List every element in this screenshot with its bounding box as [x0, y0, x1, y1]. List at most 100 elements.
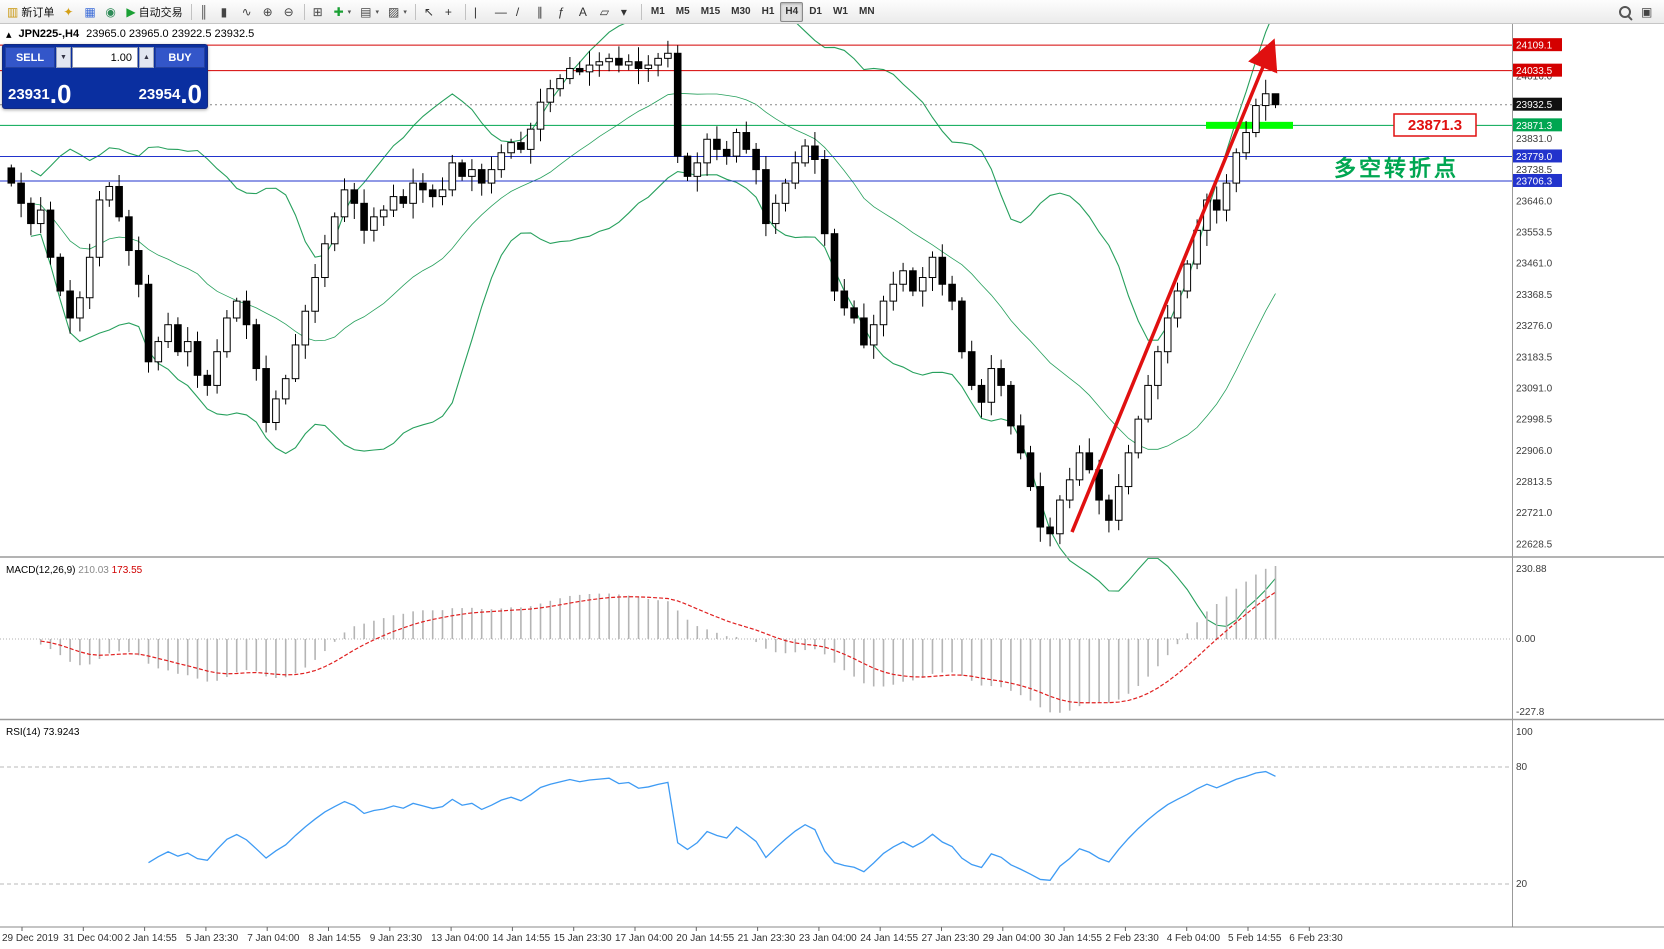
svg-text:29 Dec 2019: 29 Dec 2019 [2, 933, 59, 944]
horizontal-line-button[interactable]: — [491, 2, 511, 22]
svg-text:6 Feb 23:30: 6 Feb 23:30 [1289, 933, 1343, 944]
svg-text:23831.0: 23831.0 [1516, 134, 1553, 145]
trend-arrow[interactable] [1070, 38, 1278, 533]
market-watch-button[interactable]: ▦ [80, 2, 100, 22]
tf-h4-button[interactable]: H4 [780, 1, 804, 22]
sell-price[interactable]: 23931 .0 [8, 81, 71, 107]
objects-more-button[interactable]: ▾ [617, 2, 637, 22]
svg-text:23553.5: 23553.5 [1516, 227, 1553, 238]
cursor-icon: ↖ [423, 4, 434, 19]
buy-price[interactable]: 23954 .0 [139, 78, 202, 109]
time-axis[interactable]: 29 Dec 2019 31 Dec 04:00 2 Jan 14:55 5 Jan … [0, 926, 1664, 944]
new-chart-button[interactable]: ✚ ▾ [330, 2, 356, 22]
chart-line-icon: ∿ [241, 4, 252, 19]
trendline-button[interactable]: / [512, 2, 532, 22]
zoom-in-button[interactable]: ⊕ [259, 2, 279, 22]
indicators-button[interactable]: ✦ [59, 2, 79, 22]
svg-text:22721.0: 22721.0 [1516, 508, 1553, 519]
tf-d1-button[interactable]: D1 [804, 2, 827, 22]
tf-m5-button[interactable]: M5 [671, 2, 695, 22]
indicators-icon: ✦ [63, 4, 74, 19]
svg-text:23091.0: 23091.0 [1516, 383, 1553, 394]
toolbar-separator [464, 3, 466, 20]
price-callout[interactable]: 23871.3 [1393, 113, 1477, 137]
svg-text:23461.0: 23461.0 [1516, 259, 1553, 270]
profiles-button[interactable]: ▤ ▾ [356, 2, 383, 22]
volume-up-button[interactable]: ▲ [139, 47, 154, 68]
svg-text:30 Jan 14:55: 30 Jan 14:55 [1044, 933, 1102, 944]
zoom-in-icon: ⊕ [262, 4, 273, 19]
new-chart-icon: ✚ [333, 4, 344, 19]
chart-bars-button[interactable]: ║ [196, 2, 216, 22]
support-highlight-segment[interactable] [1206, 121, 1293, 129]
new-order-label: 新订单 [21, 6, 55, 19]
svg-text:230.88: 230.88 [1516, 564, 1547, 575]
tf-h1-button[interactable]: H1 [757, 2, 780, 22]
cursor-button[interactable]: ↖ [420, 2, 440, 22]
chart-candles-icon: ▮ [220, 4, 228, 19]
tf-m15-button[interactable]: M15 [696, 2, 725, 22]
svg-text:5 Jan 23:30: 5 Jan 23:30 [186, 933, 239, 944]
zoom-out-button[interactable]: ⊖ [280, 2, 300, 22]
svg-text:23 Jan 04:00: 23 Jan 04:00 [799, 933, 857, 944]
text-button[interactable]: A [575, 2, 595, 22]
chart-windows-icon: ▣ [1641, 4, 1653, 19]
toolbar-separator [640, 3, 642, 20]
volume-input[interactable]: 1.00 [72, 47, 138, 68]
strategy-tester-icon: ◉ [105, 4, 116, 19]
svg-text:23183.5: 23183.5 [1516, 352, 1553, 363]
svg-text:20 Jan 14:55: 20 Jan 14:55 [676, 933, 734, 944]
tile-windows-button[interactable]: ⊞ [309, 2, 329, 22]
toolbar-left-group: ▥ 新订单 ✦ ▦ ◉ ▶ 自动交易 ║ ▮ ∿ ⊕ ⊖ ⊞ ✚ ▾ ▤ ▾ ▨ ▾ ↖ + | — / ∥ ƒ A ▱ ▾ M1 M5 M1… [3, 1, 880, 22]
svg-text:22813.5: 22813.5 [1516, 477, 1553, 488]
svg-text:21 Jan 23:30: 21 Jan 23:30 [738, 933, 796, 944]
svg-text:8 Jan 14:55: 8 Jan 14:55 [309, 933, 362, 944]
search-button[interactable] [1615, 2, 1635, 22]
buy-price-dec: .0 [180, 78, 202, 109]
chart-candles-button[interactable]: ▮ [217, 2, 237, 22]
svg-text:9 Jan 23:30: 9 Jan 23:30 [370, 933, 423, 944]
svg-text:29 Jan 04:00: 29 Jan 04:00 [983, 933, 1041, 944]
tf-w1-button[interactable]: W1 [828, 2, 853, 22]
svg-text:27 Jan 23:30: 27 Jan 23:30 [922, 933, 980, 944]
new-order-button[interactable]: ▥ 新订单 [3, 2, 58, 22]
tf-mn-button[interactable]: MN [854, 2, 880, 22]
shapes-button[interactable]: ▱ [596, 2, 616, 22]
new-order-icon: ▥ [7, 4, 19, 19]
templates-button[interactable]: ▨ ▾ [384, 2, 411, 22]
tile-windows-icon: ⊞ [312, 4, 323, 19]
svg-text:14 Jan 14:55: 14 Jan 14:55 [492, 933, 550, 944]
symbol-ohlc-values: 23965.0 23965.0 23922.5 23932.5 [86, 28, 255, 40]
strategy-tester-button[interactable]: ◉ [101, 2, 121, 22]
svg-text:17 Jan 04:00: 17 Jan 04:00 [615, 933, 673, 944]
toolbar-separator [190, 3, 192, 20]
symbol-title: JPN225-,H4 [18, 28, 80, 40]
svg-text:22998.5: 22998.5 [1516, 415, 1553, 426]
price-axis[interactable]: 24016.0 23831.0 23738.5 23646.0 23553.5 23461… [1512, 24, 1563, 927]
sell-button[interactable]: SELL [5, 47, 55, 68]
bollinger-bands [30, 24, 1276, 627]
chevron-down-icon: ▾ [375, 8, 380, 16]
svg-text:22628.5: 22628.5 [1516, 539, 1553, 550]
chart-canvas[interactable]: 多空转折点 23871.3 24016.0 23831.0 23738.5 23646.0… [0, 24, 1664, 949]
candlesticks [7, 40, 1280, 547]
auto-trading-button[interactable]: ▶ 自动交易 [122, 2, 186, 22]
chart-windows-button[interactable]: ▣ [1637, 2, 1657, 22]
tf-m30-button[interactable]: M30 [726, 2, 755, 22]
rsi-indicator: RSI(14) 73.9243 100 80 20 [0, 727, 1533, 890]
fibonacci-button[interactable]: ƒ [554, 2, 574, 22]
volume-down-button[interactable]: ▼ [56, 47, 71, 68]
objects-more-icon: ▾ [620, 4, 627, 19]
tf-m1-button[interactable]: M1 [646, 2, 670, 22]
buy-button[interactable]: BUY [155, 47, 205, 68]
shapes-icon: ▱ [599, 4, 610, 19]
crosshair-button[interactable]: + [441, 2, 461, 22]
turning-point-annotation[interactable]: 多空转折点 [1334, 156, 1459, 181]
chart-window[interactable]: 多空转折点 23871.3 24016.0 23831.0 23738.5 23646.0… [0, 24, 1664, 949]
macd-indicator: MACD(12,26,9) 210.03 173.55 230.88 0.00 -22… [0, 564, 1547, 718]
chart-line-button[interactable]: ∿ [238, 2, 258, 22]
vertical-line-button[interactable]: | [470, 2, 490, 22]
search-icon [1619, 5, 1631, 18]
svg-text:2 Jan 14:55: 2 Jan 14:55 [125, 933, 178, 944]
channel-button[interactable]: ∥ [533, 2, 553, 22]
